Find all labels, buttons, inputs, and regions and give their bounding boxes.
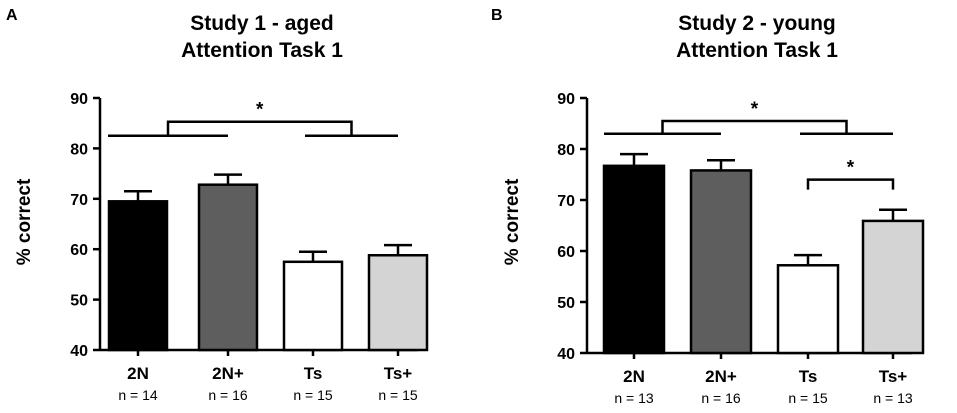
panel-b-sig-group-bracket xyxy=(661,119,848,134)
panel-a-y-tick-label-90: 90 xyxy=(70,91,88,108)
panel-a-y-tick-label-70: 70 xyxy=(70,192,88,209)
panel-a-n-label-2: n = 15 xyxy=(293,387,333,403)
panel-a-title-line2: Attention Task 1 xyxy=(181,39,343,62)
panel-b-category-label-3: Ts+ xyxy=(879,367,908,386)
panel-b-y-tick-label-90: 90 xyxy=(557,91,575,108)
panel-b-title-line1: Study 2 - young xyxy=(678,12,836,35)
panel-b-sig-star-1: * xyxy=(847,158,855,179)
panel-a-n-label-3: n = 15 xyxy=(378,387,418,403)
panel-b-sig-star-0: * xyxy=(751,99,759,120)
panel-b-y-tick-label-50: 50 xyxy=(557,295,575,312)
panel-b-bar-tsplus xyxy=(861,219,925,355)
panel-b-bar-2n xyxy=(602,164,666,355)
panel-label-b: B xyxy=(491,7,503,24)
panel-b-y-tick-label-80: 80 xyxy=(557,142,575,159)
panel-a-y-tick-label-80: 80 xyxy=(70,141,88,158)
panel-a-sig-group-bracket xyxy=(166,120,353,136)
panel-a-bar-2nplus xyxy=(197,183,259,352)
panel-a-n-label-1: n = 16 xyxy=(208,387,248,403)
panel-b-title-line2: Attention Task 1 xyxy=(676,39,838,62)
panel-b-bar-ts xyxy=(776,264,840,355)
panel-b-category-label-0: 2N xyxy=(623,367,645,386)
panel-a: A Study 1 - aged Attention Task 1 % corr… xyxy=(6,7,429,403)
panel-b-n-label-1: n = 16 xyxy=(701,390,741,406)
panel-b-n-label-3: n = 13 xyxy=(873,390,913,406)
panel-a-sig-star-0: * xyxy=(256,100,264,121)
panel-b-category-label-2: Ts xyxy=(799,367,818,386)
panel-a-bar-ts xyxy=(282,260,344,352)
panel-a-category-label-3: Ts+ xyxy=(384,364,413,383)
panel-a-category-label-2: Ts xyxy=(304,364,323,383)
panel-b-n-label-0: n = 13 xyxy=(614,390,654,406)
panel-a-y-tick-label-60: 60 xyxy=(70,242,88,259)
panel-a-bar-2n xyxy=(107,200,169,352)
panel-a-y-tick-label-50: 50 xyxy=(70,293,88,310)
panel-b-y-axis-label: % correct xyxy=(502,178,523,265)
panel-b-y-tick-label-60: 60 xyxy=(557,244,575,261)
panel-label-a: A xyxy=(6,7,18,24)
panel-a-y-tick-label-40: 40 xyxy=(70,343,88,360)
panel-a-category-label-1: 2N+ xyxy=(212,364,244,383)
panel-a-bar-tsplus xyxy=(367,253,429,352)
panel-b-sig-pair-bracket xyxy=(806,178,895,190)
panel-b: B Study 2 - young Attention Task 1 % cor… xyxy=(491,7,925,406)
panel-a-n-label-0: n = 14 xyxy=(118,387,158,403)
panel-a-category-label-0: 2N xyxy=(127,364,149,383)
panel-b-category-label-1: 2N+ xyxy=(705,367,737,386)
panel-b-y-tick-label-70: 70 xyxy=(557,193,575,210)
panel-a-title-line1: Study 1 - aged xyxy=(190,12,334,35)
panel-b-y-tick-label-40: 40 xyxy=(557,346,575,363)
panel-b-n-label-2: n = 15 xyxy=(788,390,828,406)
panel-a-y-axis-label: % correct xyxy=(14,178,35,265)
panel-b-bar-2nplus xyxy=(689,169,753,355)
